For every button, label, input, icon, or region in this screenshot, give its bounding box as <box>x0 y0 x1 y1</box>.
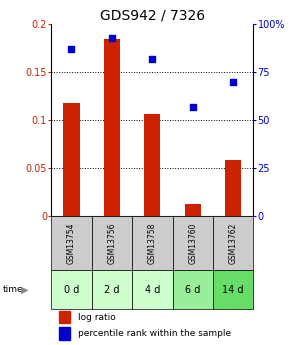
Bar <box>92 270 132 309</box>
Text: log ratio: log ratio <box>78 313 115 322</box>
Bar <box>63 103 80 216</box>
Text: GSM13758: GSM13758 <box>148 223 157 264</box>
Text: 0 d: 0 d <box>64 285 79 295</box>
Text: 6 d: 6 d <box>185 285 200 295</box>
Bar <box>132 270 173 309</box>
Text: ▶: ▶ <box>21 285 28 295</box>
Text: GSM13754: GSM13754 <box>67 222 76 264</box>
Text: 2 d: 2 d <box>104 285 120 295</box>
Bar <box>132 216 173 270</box>
Bar <box>213 216 253 270</box>
Title: GDS942 / 7326: GDS942 / 7326 <box>100 9 205 23</box>
Bar <box>59 327 71 340</box>
Text: GSM13760: GSM13760 <box>188 222 197 264</box>
Text: time: time <box>3 285 23 294</box>
Bar <box>213 270 253 309</box>
Point <box>110 35 114 40</box>
Bar <box>51 270 92 309</box>
Bar <box>185 204 201 216</box>
Bar <box>173 270 213 309</box>
Point <box>69 46 74 52</box>
Text: percentile rank within the sample: percentile rank within the sample <box>78 329 231 338</box>
Text: 4 d: 4 d <box>145 285 160 295</box>
Bar <box>104 39 120 216</box>
Bar <box>225 160 241 216</box>
Text: 14 d: 14 d <box>222 285 244 295</box>
Bar <box>144 114 161 216</box>
Bar <box>173 216 213 270</box>
Point <box>231 79 236 85</box>
Bar <box>92 216 132 270</box>
Bar <box>59 311 71 324</box>
Bar <box>51 216 92 270</box>
Text: GSM13762: GSM13762 <box>229 223 238 264</box>
Point <box>150 56 155 61</box>
Text: GSM13756: GSM13756 <box>108 222 116 264</box>
Point <box>190 104 195 109</box>
